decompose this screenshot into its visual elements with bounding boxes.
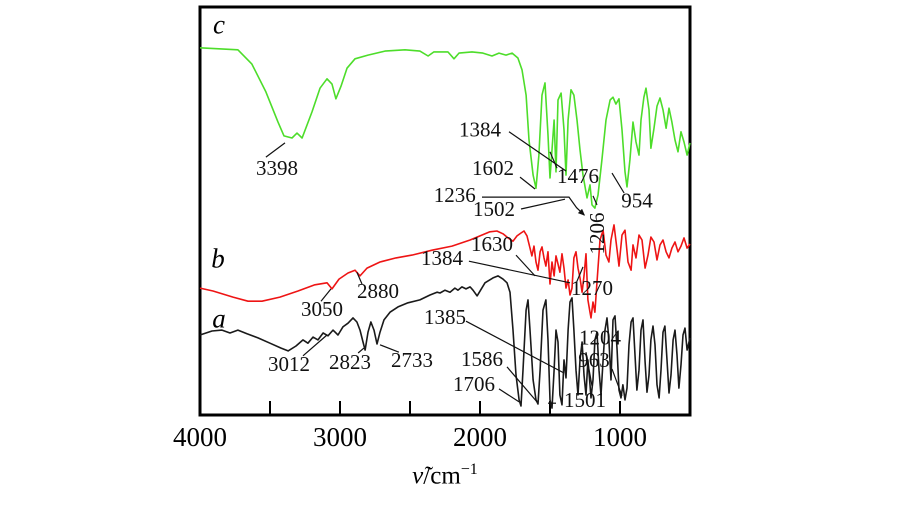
- peak-annotation-1602: 1602: [472, 156, 514, 180]
- peak-leader-line-1706: [498, 388, 520, 403]
- peak-annotation-1502: 1502: [473, 197, 515, 221]
- peak-leader-line-2880: [356, 271, 363, 285]
- peak-annotation-3398: 3398: [256, 156, 298, 180]
- curve-label-a: a: [212, 303, 226, 333]
- peak-leader-line-3398: [265, 142, 286, 158]
- peak-annotation-1501: 1501: [564, 388, 606, 412]
- peak-annotation-1706: 1706: [453, 372, 495, 396]
- spectrum-curve-b: [199, 224, 691, 319]
- spectrum-curve-a: [199, 275, 691, 409]
- x-tick-label: 2000: [453, 422, 507, 452]
- peak-annotation-954: 954: [621, 189, 653, 213]
- peak-annotation-1630: 1630: [471, 232, 513, 256]
- x-axis-unit: /cm: [423, 462, 461, 490]
- peak-annotation-1384: 1384: [459, 118, 502, 142]
- x-tick-label: 3000: [313, 422, 367, 452]
- peak-leader-line-2733: [379, 344, 400, 353]
- x-axis-title: ν̃/cm−1: [200, 461, 690, 490]
- peak-leader-line-3012: [302, 334, 328, 357]
- curve-label-b: b: [211, 243, 225, 273]
- peak-leader-line-954: [611, 172, 625, 194]
- peak-annotation-1476: 1476: [557, 164, 599, 188]
- x-tick-label: 4000: [173, 422, 227, 452]
- peak-annotation-2733: 2733: [391, 348, 433, 372]
- peak-annotation-1385: 1385: [424, 305, 466, 329]
- peak-leader-line-1270: [576, 266, 584, 282]
- peak-leader-line-3050: [320, 288, 332, 302]
- peak-annotation-1236: 1236: [434, 183, 476, 207]
- peak-leader-line-1204: [585, 352, 593, 387]
- x-axis-exponent: −1: [460, 461, 478, 478]
- peak-annotation-1586: 1586: [461, 347, 503, 371]
- peak-leader-line-1630: [515, 254, 536, 277]
- curve-label-c: c: [213, 10, 225, 40]
- peak-annotation-3050: 3050: [301, 297, 343, 321]
- peak-leader-line-1384: [508, 131, 567, 172]
- peak-annotation-1206: 1206: [585, 212, 609, 254]
- peak-leader-line-1236: [482, 196, 586, 216]
- peak-leader-line-1602: [519, 176, 536, 190]
- peak-annotation-1204: 1204: [579, 326, 622, 350]
- peak-annotation-1270: 1270: [571, 276, 613, 300]
- x-axis-symbol: ν̃: [412, 462, 424, 490]
- peak-leader-line-1206: [592, 195, 598, 206]
- peak-leader-line-1586: [506, 366, 538, 403]
- peak-annotation-2823: 2823: [329, 350, 371, 374]
- peak-leader-line-963: [611, 368, 623, 397]
- peak-leader-line-1385: [465, 320, 565, 374]
- spectrum-curve-c: [199, 47, 691, 209]
- peak-leader-line-1502: [520, 198, 566, 210]
- peak-leader-line-1384: [468, 260, 571, 284]
- plot-border: [198, 5, 692, 417]
- peak-annotation-3012: 3012: [268, 352, 310, 376]
- peak-annotation-1384: 1384: [421, 246, 464, 270]
- peak-annotation-963: 963: [578, 348, 610, 372]
- peak-annotation-2880: 2880: [357, 279, 399, 303]
- x-tick-label: 1000: [593, 422, 647, 452]
- peak-leader-line-1476: [549, 151, 558, 169]
- peak-leader-line-2823: [357, 347, 365, 354]
